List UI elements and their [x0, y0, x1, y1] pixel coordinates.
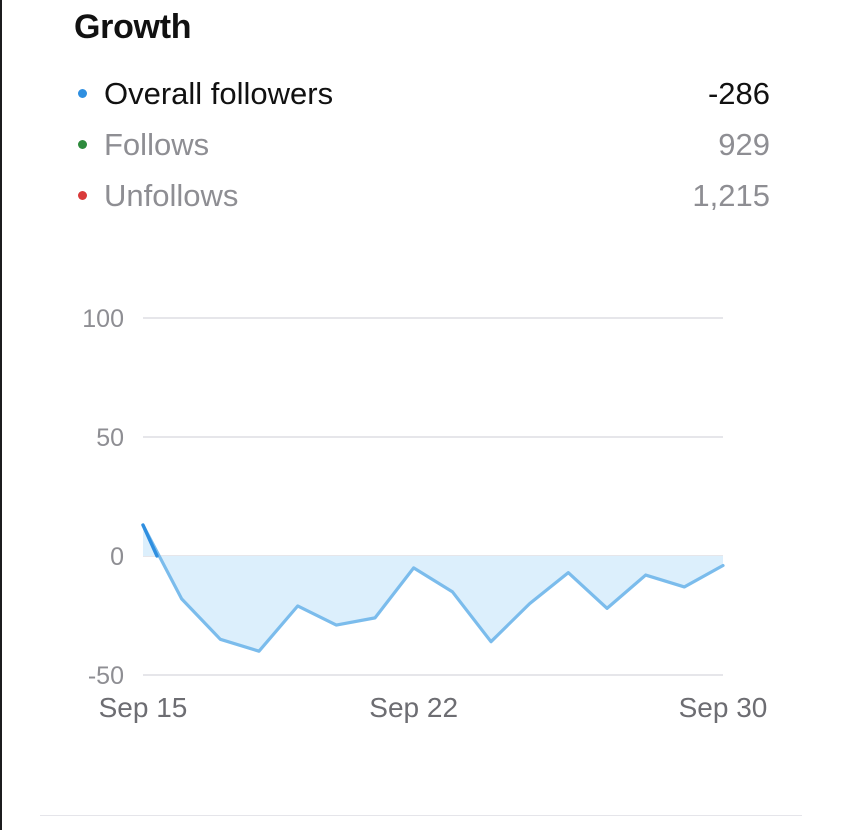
- legend-row-unfollows[interactable]: Unfollows 1,215: [74, 172, 770, 223]
- series-line-start: [141, 523, 159, 558]
- legend-row-follows[interactable]: Follows 929: [74, 121, 770, 172]
- y-tick-label: 0: [110, 543, 124, 571]
- y-tick-label: 100: [82, 305, 124, 333]
- series-area: [143, 525, 723, 652]
- legend-row-overall-followers[interactable]: Overall followers -286: [74, 70, 770, 121]
- y-tick-label: 50: [96, 424, 124, 452]
- legend-label: Unfollows: [104, 178, 239, 213]
- legend-value: 1,215: [692, 178, 770, 213]
- legend-dot-follows: [78, 140, 87, 149]
- legend-dot-overall-followers: [78, 89, 87, 98]
- legend-dot-unfollows: [78, 191, 87, 200]
- left-edge-border: [0, 0, 2, 830]
- y-tick-label: -50: [88, 662, 124, 690]
- x-tick-label: Sep 22: [369, 692, 458, 723]
- x-tick-label: Sep 15: [99, 692, 188, 723]
- bottom-divider: [40, 815, 802, 816]
- x-tick-label: Sep 30: [679, 692, 768, 723]
- legend-label: Overall followers: [104, 76, 334, 111]
- legend-value: 929: [718, 127, 770, 162]
- legend-value: -286: [707, 76, 770, 111]
- legend-label: Follows: [104, 127, 210, 162]
- section-title: Growth: [74, 8, 192, 46]
- legend: Overall followers -286 Follows 929 Unfol…: [74, 70, 770, 223]
- series-line: [141, 523, 725, 653]
